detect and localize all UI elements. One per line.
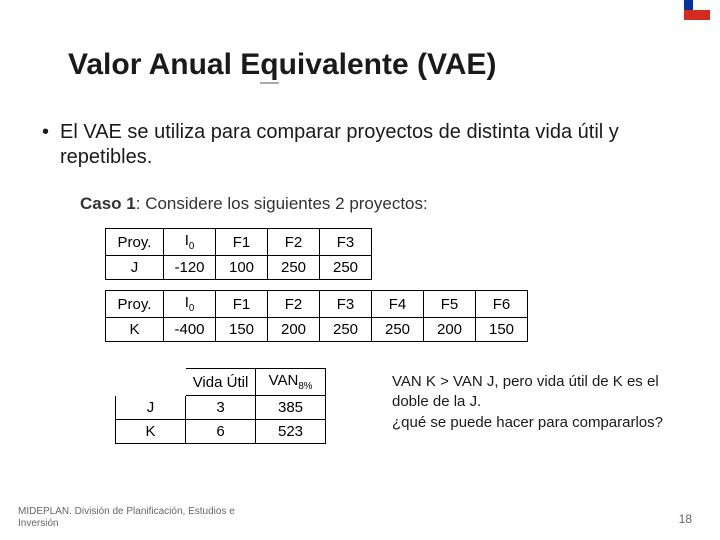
table-row: K 6 523 (116, 420, 326, 444)
caso-line: Caso 1: Considere los siguientes 2 proye… (80, 194, 428, 214)
table-row: J -120 100 250 250 (106, 256, 372, 280)
table-summary: Vida Útil VAN8% J 3 385 K 6 523 (115, 368, 326, 444)
footer-text: MIDEPLAN. División de Planificación, Est… (18, 506, 238, 530)
table-row: Vida Útil VAN8% (116, 369, 326, 396)
table-project-j: Proy. I0 F1 F2 F3 J -120 100 250 250 (105, 228, 372, 280)
table-row: Proy. I0 F1 F2 F3 (106, 229, 372, 256)
page-title: Valor Anual Equivalente (VAE) (68, 48, 496, 82)
comparison-note: VAN K > VAN J, pero vida útil de K es el… (392, 372, 692, 433)
table-row: J 3 385 (116, 396, 326, 420)
table-row: K -400 150 200 250 250 200 150 (106, 318, 528, 342)
bullet-text: El VAE se utiliza para comparar proyecto… (60, 120, 650, 170)
table-project-k: Proy. I0 F1 F2 F3 F4 F5 F6 K -400 150 20… (105, 290, 528, 342)
flag-stripe (684, 0, 710, 20)
table-row: Proy. I0 F1 F2 F3 F4 F5 F6 (106, 291, 528, 318)
page-number: 18 (679, 512, 692, 526)
